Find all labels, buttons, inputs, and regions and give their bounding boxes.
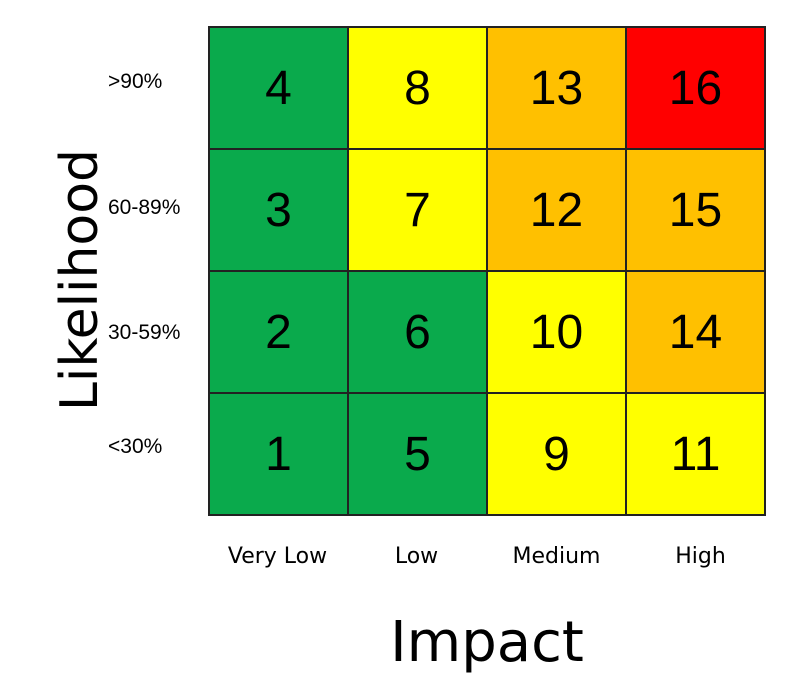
x-tick-label: Low <box>394 544 439 569</box>
matrix-cell: 15 <box>626 149 765 271</box>
matrix-cell: 8 <box>348 27 487 149</box>
y-tick-label: 60-89% <box>108 196 181 219</box>
y-tick-label: <30% <box>108 435 163 458</box>
matrix-cell: 7 <box>348 149 487 271</box>
matrix-cell: 6 <box>348 271 487 393</box>
matrix-cell: 1 <box>209 393 348 515</box>
matrix-cell: 12 <box>487 149 626 271</box>
x-tick-label: Very Low <box>227 544 328 569</box>
x-tick-label: High <box>675 544 726 569</box>
matrix-cell: 11 <box>626 393 765 515</box>
x-tick-label: Medium <box>512 544 601 569</box>
matrix-cell: 14 <box>626 271 765 393</box>
matrix-cell: 3 <box>209 149 348 271</box>
matrix-cell: 10 <box>487 271 626 393</box>
matrix-cell: 5 <box>348 393 487 515</box>
matrix-cell: 2 <box>209 271 348 393</box>
y-tick-label: >90% <box>108 70 163 93</box>
matrix-cell: 13 <box>487 27 626 149</box>
y-tick-label: 30-59% <box>108 321 181 344</box>
matrix-cell: 9 <box>487 393 626 515</box>
x-axis-title: Impact <box>390 610 584 675</box>
matrix-cell: 16 <box>626 27 765 149</box>
matrix-cell: 4 <box>209 27 348 149</box>
risk-matrix: 4 8 13 16 3 7 12 15 2 6 10 14 1 5 9 11 <box>208 26 766 516</box>
y-axis-title: Likelihood <box>50 148 110 412</box>
